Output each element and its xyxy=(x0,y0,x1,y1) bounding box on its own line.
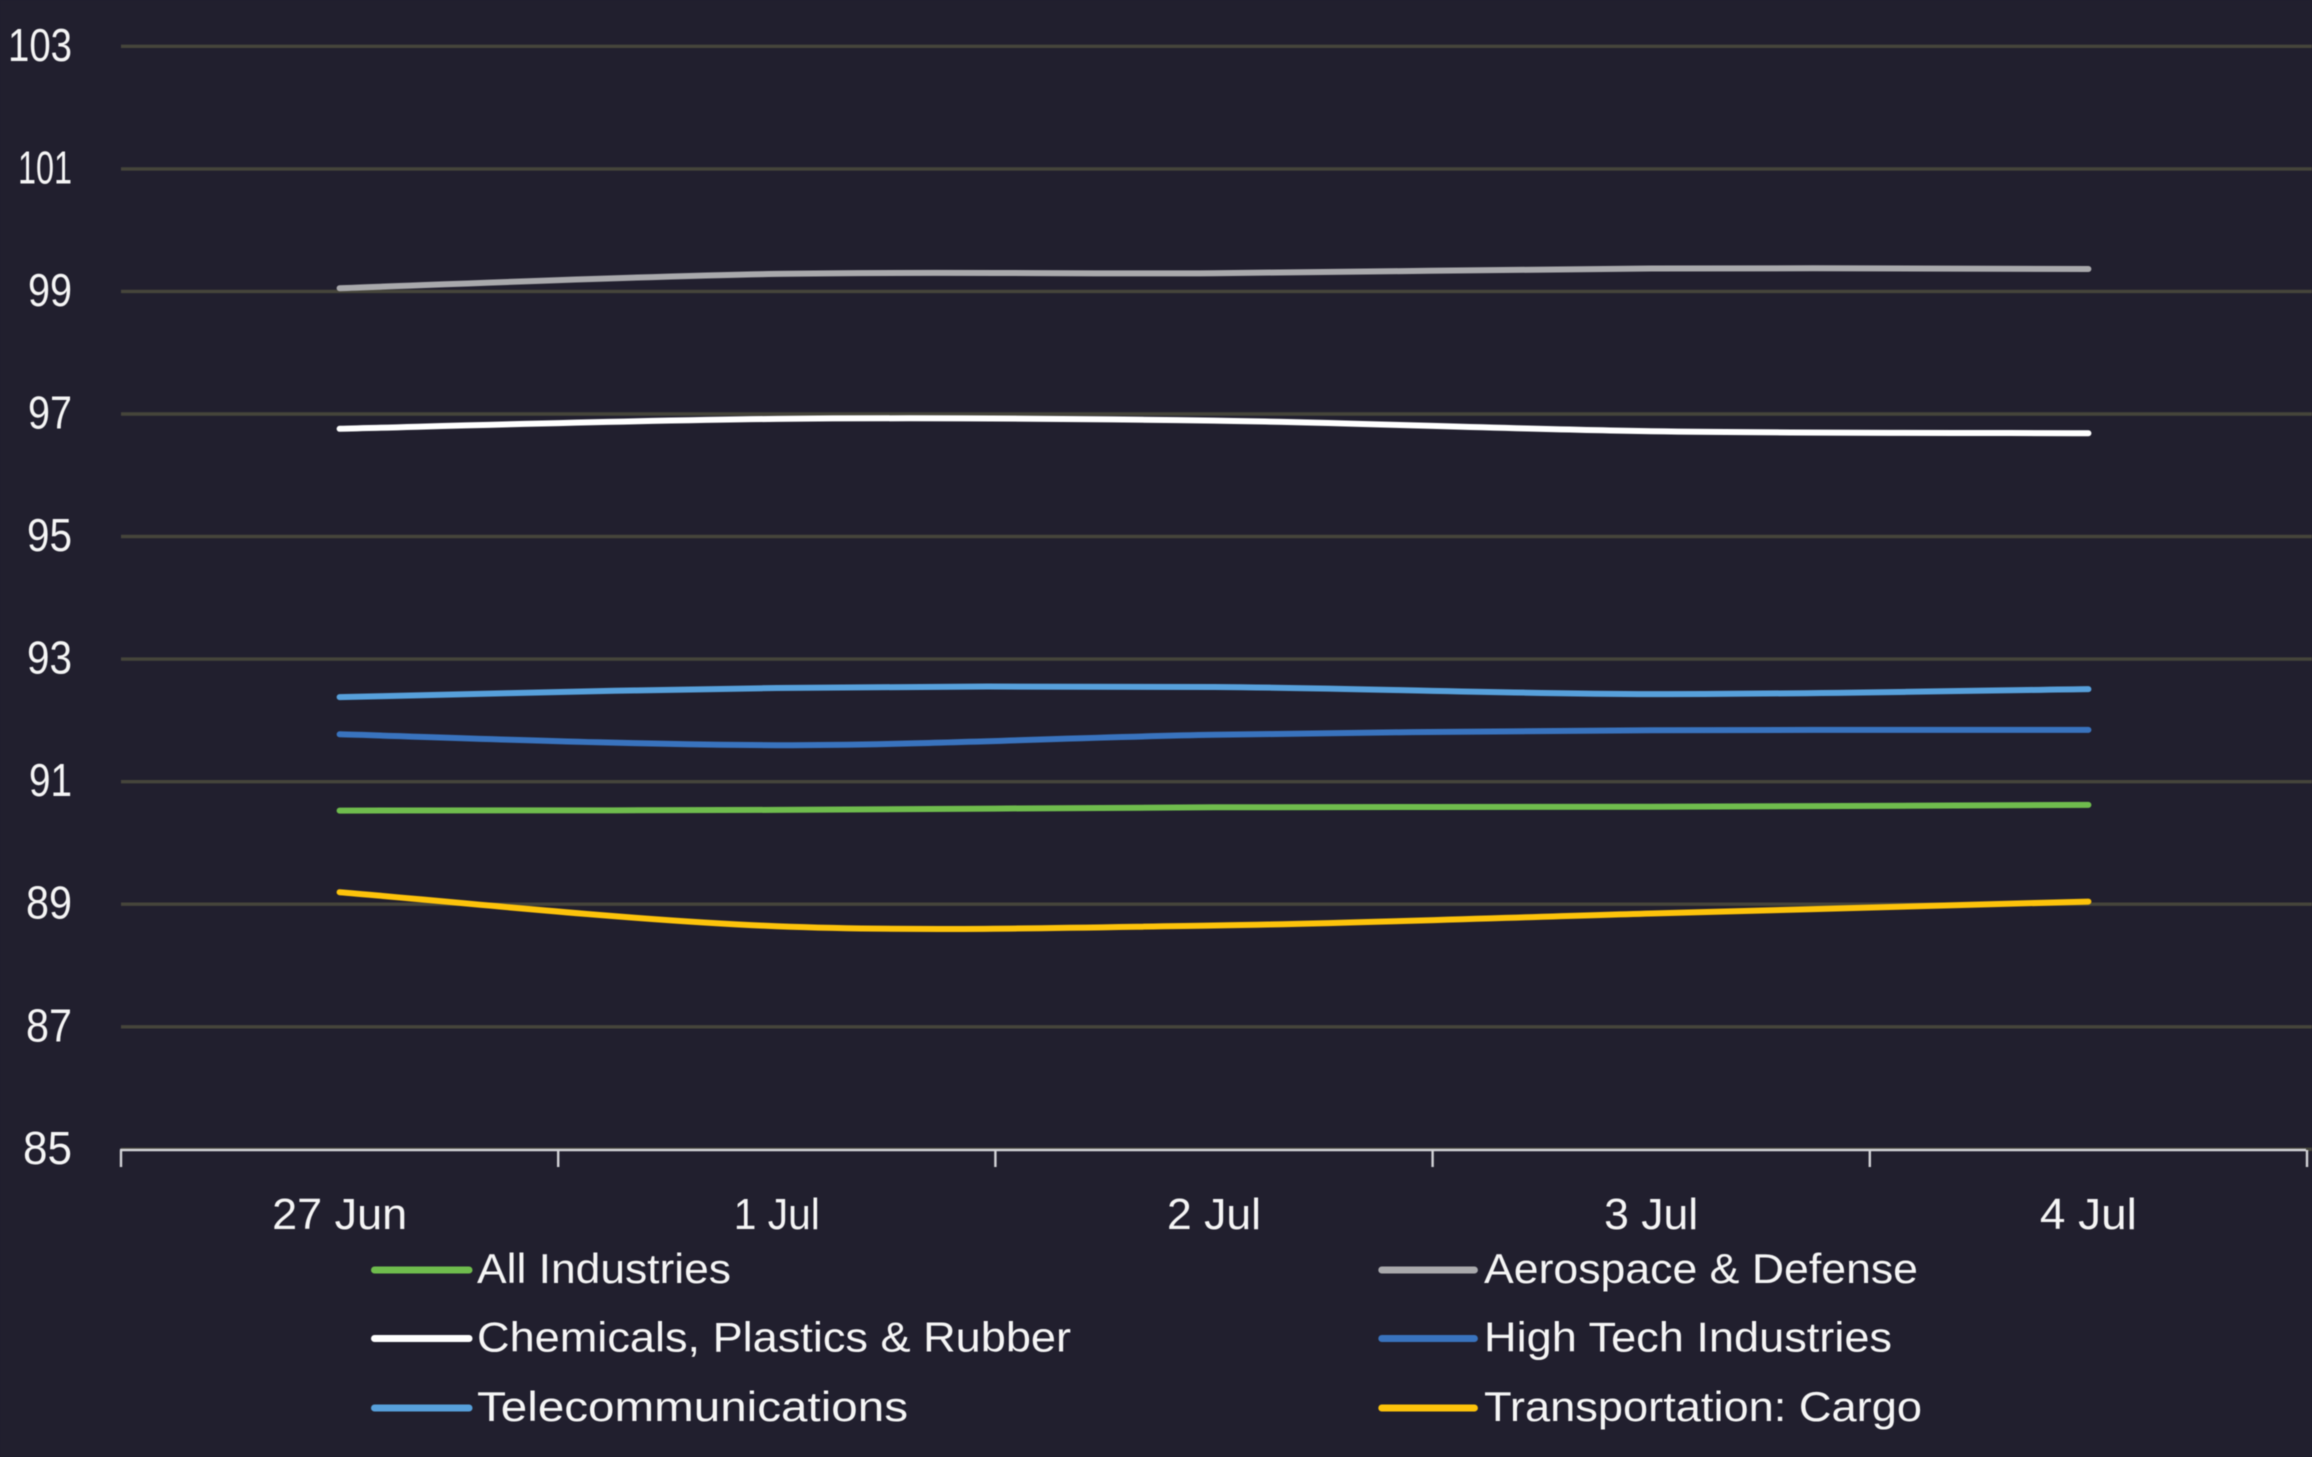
svg-text:27 Jun: 27 Jun xyxy=(272,1190,407,1239)
svg-text:93: 93 xyxy=(27,632,72,684)
svg-text:4 Jul: 4 Jul xyxy=(2040,1190,2137,1239)
svg-text:87: 87 xyxy=(26,999,72,1051)
svg-text:99: 99 xyxy=(28,264,72,316)
svg-text:3 Jul: 3 Jul xyxy=(1604,1190,1698,1239)
svg-text:103: 103 xyxy=(8,19,72,71)
svg-text:Telecommunications: Telecommunications xyxy=(477,1383,908,1430)
svg-text:85: 85 xyxy=(23,1122,72,1174)
svg-text:89: 89 xyxy=(26,877,72,929)
svg-text:1 Jul: 1 Jul xyxy=(734,1190,820,1239)
svg-text:Transportation: Cargo: Transportation: Cargo xyxy=(1484,1383,1922,1430)
svg-text:Aerospace & Defense: Aerospace & Defense xyxy=(1484,1245,1918,1292)
svg-text:2 Jul: 2 Jul xyxy=(1167,1190,1261,1239)
svg-text:Chemicals, Plastics & Rubber: Chemicals, Plastics & Rubber xyxy=(477,1314,1071,1361)
svg-text:97: 97 xyxy=(28,387,72,439)
svg-text:All Industries: All Industries xyxy=(477,1245,731,1292)
svg-text:91: 91 xyxy=(29,754,72,806)
svg-text:High Tech Industries: High Tech Industries xyxy=(1484,1314,1892,1361)
svg-text:101: 101 xyxy=(18,141,72,193)
svg-text:95: 95 xyxy=(27,509,72,561)
